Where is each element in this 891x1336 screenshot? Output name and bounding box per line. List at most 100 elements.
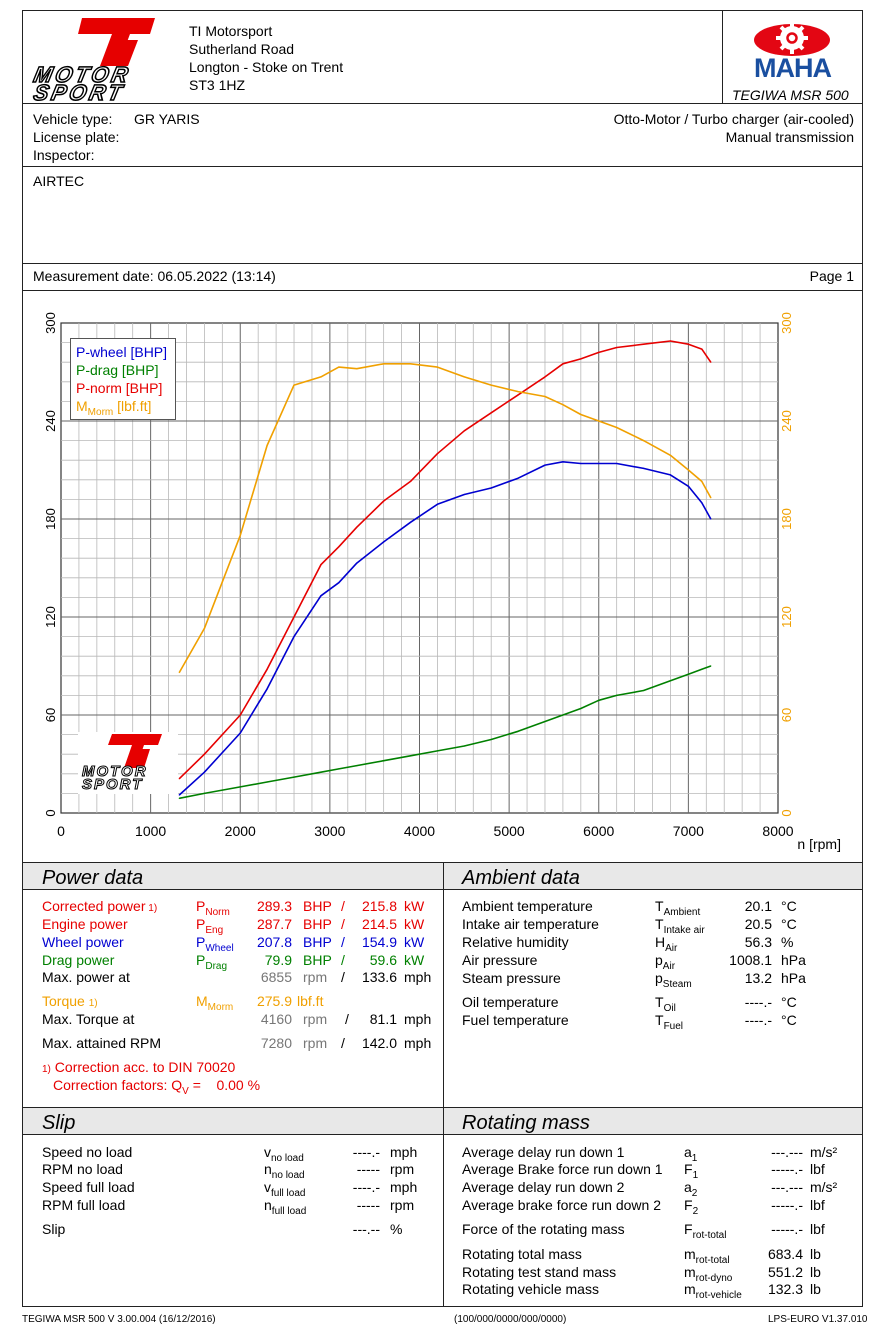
license-plate-label: License plate: bbox=[33, 129, 120, 145]
rotating-row-unit: lbf bbox=[810, 1197, 825, 1213]
rotating-row-label: Average delay run down 2 bbox=[462, 1179, 625, 1195]
engine-type: Otto-Motor / Turbo charger (air-cooled) bbox=[613, 111, 854, 127]
series-point bbox=[598, 420, 600, 422]
torque-label: Torque 1) bbox=[42, 993, 98, 1009]
divider bbox=[443, 862, 444, 1307]
rotating-row-unit: lb bbox=[810, 1281, 821, 1297]
divider bbox=[722, 10, 723, 103]
divider bbox=[22, 103, 863, 104]
series-point bbox=[642, 689, 645, 692]
series-point bbox=[436, 453, 439, 455]
x-tick-label: 1000 bbox=[135, 823, 166, 839]
rotating-row-unit: lb bbox=[810, 1264, 821, 1280]
section-band bbox=[23, 863, 443, 889]
series-point bbox=[642, 467, 645, 469]
slip-row-symbol: nfull load bbox=[264, 1197, 307, 1217]
power-row-label: Drag power bbox=[42, 952, 115, 968]
power-row-kw: 215.8 bbox=[361, 898, 397, 914]
ambient-row-label: Fuel temperature bbox=[462, 1012, 569, 1028]
series-point bbox=[562, 461, 564, 463]
y-right-tick-label: 300 bbox=[779, 312, 794, 334]
series-point bbox=[178, 794, 180, 796]
series-point bbox=[687, 343, 689, 345]
section-band bbox=[23, 1108, 443, 1134]
ambient-row-label: Ambient temperature bbox=[462, 898, 593, 914]
power-row-symbol: PNorm bbox=[196, 898, 230, 918]
footer-version: TEGIWA MSR 500 V 3.00.004 (16/12/2016) bbox=[22, 1314, 216, 1325]
series-point bbox=[356, 368, 358, 370]
ambient-row-label: Oil temperature bbox=[462, 994, 559, 1010]
ambient-row-unit: hPa bbox=[781, 970, 806, 986]
series-point bbox=[687, 485, 689, 487]
series-point bbox=[463, 745, 465, 747]
series-point bbox=[383, 760, 385, 762]
series-point bbox=[598, 462, 600, 465]
rotating-row-value: -----.- bbox=[771, 1197, 803, 1213]
series-point bbox=[710, 665, 712, 667]
ambient-row-symbol: TFuel bbox=[655, 1012, 684, 1032]
max-rpm-unit: rpm bbox=[303, 1035, 328, 1051]
series-point bbox=[409, 480, 412, 483]
vehicle-type-label: Vehicle type: bbox=[33, 111, 113, 127]
rotating-row-label: Average brake force run down 2 bbox=[462, 1197, 661, 1213]
rotating-row-label: Average delay run down 1 bbox=[462, 1144, 625, 1160]
rotating-row-label: Rotating test stand mass bbox=[462, 1264, 617, 1280]
series-point bbox=[320, 595, 322, 597]
report-frame bbox=[22, 10, 863, 1307]
power-row-slash: / bbox=[341, 952, 345, 968]
ambient-row-label: Air pressure bbox=[462, 952, 538, 968]
note-text: AIRTEC bbox=[33, 173, 85, 189]
rotating-row-unit: lb bbox=[810, 1246, 821, 1262]
series-point bbox=[580, 707, 582, 710]
series-point bbox=[517, 394, 519, 396]
max-torque-rpm: 4160 bbox=[260, 1011, 292, 1027]
series-point bbox=[338, 366, 340, 368]
power-row-slash: / bbox=[341, 898, 345, 914]
max-power-rpm: 6855 bbox=[260, 969, 292, 985]
series-point bbox=[669, 680, 672, 682]
ambient-row-label: Relative humidity bbox=[462, 934, 569, 950]
series-point bbox=[562, 404, 564, 406]
rotating-row-symbol: Frot-total bbox=[684, 1221, 727, 1241]
ambient-row-unit: °C bbox=[781, 898, 797, 914]
power-row-kw-unit: kW bbox=[404, 898, 425, 914]
y-right-tick-label: 180 bbox=[779, 508, 794, 530]
series-point bbox=[701, 668, 703, 670]
series-point bbox=[178, 778, 180, 780]
x-tick-label: 3000 bbox=[314, 823, 345, 839]
slip-row-unit: mph bbox=[390, 1144, 418, 1160]
rotating-row-unit: m/s² bbox=[810, 1144, 838, 1160]
x-tick-label: 8000 bbox=[762, 823, 793, 839]
divider bbox=[22, 263, 863, 264]
chart-legend: P-wheel [BHP] P-drag [BHP] P-norm [BHP] … bbox=[70, 338, 176, 420]
power-row-kw: 214.5 bbox=[361, 916, 397, 932]
rotating-row-label: Average Brake force run down 1 bbox=[462, 1161, 663, 1177]
series-point bbox=[320, 771, 322, 773]
series-point bbox=[338, 582, 340, 584]
max-power-speed-unit: mph bbox=[404, 969, 432, 985]
divider bbox=[22, 1134, 863, 1135]
series-point bbox=[356, 562, 358, 564]
divider bbox=[22, 1107, 863, 1108]
series-point bbox=[338, 546, 340, 548]
series-point bbox=[203, 753, 205, 755]
rotating-row-symbol: mrot-total bbox=[684, 1246, 730, 1266]
series-point bbox=[383, 541, 385, 543]
power-row-symbol: PDrag bbox=[196, 952, 228, 972]
max-rpm-value: 7280 bbox=[260, 1035, 292, 1051]
series-point bbox=[517, 730, 519, 732]
rotating-row-value: ---.--- bbox=[771, 1179, 803, 1195]
series-point bbox=[544, 395, 546, 398]
ambient-row-unit: °C bbox=[781, 994, 797, 1010]
series-point bbox=[203, 627, 205, 630]
series-point bbox=[356, 526, 358, 528]
max-power-speed: 133.6 bbox=[361, 969, 397, 985]
power-row-slash: / bbox=[341, 934, 345, 950]
series-point bbox=[580, 358, 582, 360]
rotating-row-value: ---.--- bbox=[771, 1144, 803, 1160]
transmission-type: Manual transmission bbox=[725, 129, 854, 145]
slip-row-value: ----- bbox=[356, 1161, 380, 1177]
max-rpm-label: Max. attained RPM bbox=[42, 1035, 162, 1051]
series-line bbox=[178, 460, 712, 796]
section-band bbox=[444, 1108, 862, 1134]
